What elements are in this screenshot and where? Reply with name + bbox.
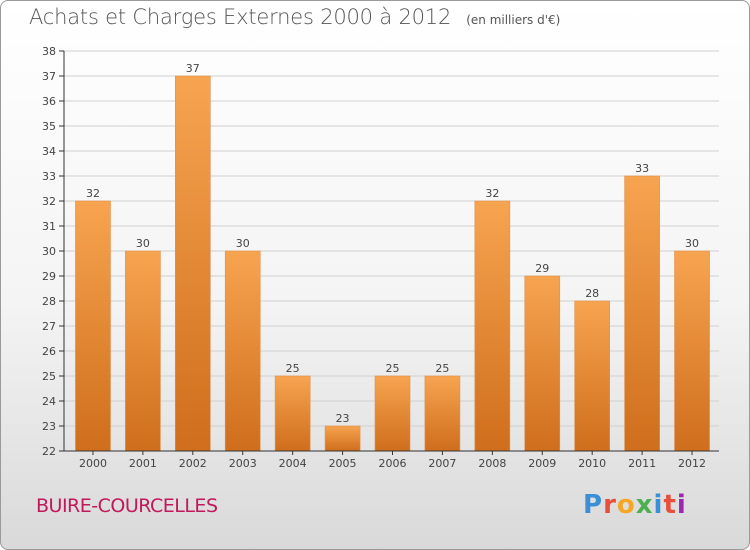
- y-tick-label: 23: [42, 420, 56, 433]
- y-tick-label: 35: [42, 120, 56, 133]
- x-tick-label: 2011: [628, 457, 656, 470]
- axes: 22 23 24 25 26 27 28 29 30 31 32 33 34 35 36 37 38 2000 20…: [42, 45, 719, 470]
- bar-2001: [125, 250, 161, 452]
- logo-letter: t: [663, 490, 677, 520]
- bar-2002: [175, 75, 211, 452]
- y-tick-label: 26: [42, 345, 56, 358]
- data-label: 37: [186, 62, 200, 75]
- x-tick-label: 2006: [379, 457, 407, 470]
- data-label: 30: [136, 237, 150, 250]
- x-tick-label: 2001: [129, 457, 157, 470]
- bar-2007: [424, 375, 461, 452]
- x-tick-label: 2008: [478, 457, 506, 470]
- logo-letter: i: [653, 490, 664, 520]
- y-tick-label: 34: [42, 145, 56, 158]
- data-label: 23: [336, 412, 350, 425]
- logo-letter: i: [676, 490, 687, 520]
- y-tick-label: 29: [42, 270, 56, 283]
- logo-letter: P: [583, 490, 604, 520]
- bar-2009: [524, 275, 561, 452]
- x-tick-label: 2000: [79, 457, 107, 470]
- x-tick-label: 2012: [678, 457, 706, 470]
- data-label: 25: [435, 362, 449, 375]
- data-label: 29: [535, 262, 549, 275]
- x-tick-label: 2003: [229, 457, 257, 470]
- logo-letter: r: [603, 490, 617, 520]
- y-tick-label: 32: [42, 195, 56, 208]
- y-tick-label: 30: [42, 245, 56, 258]
- bar-2004: [274, 375, 311, 452]
- proxiti-logo: Proxiti: [583, 490, 687, 520]
- bar-2011: [624, 175, 660, 452]
- y-tick-label: 37: [42, 70, 56, 83]
- data-label: 25: [386, 362, 400, 375]
- x-tick-label: 2009: [528, 457, 556, 470]
- data-label: 33: [635, 162, 649, 175]
- y-tick-label: 25: [42, 370, 56, 383]
- y-tick-label: 24: [42, 395, 56, 408]
- title-row: Achats et Charges Externes 2000 à 2012 (…: [29, 5, 560, 29]
- bar-2005: [324, 425, 361, 452]
- logo-letter: o: [616, 490, 636, 520]
- y-tick-label: 38: [42, 45, 56, 58]
- data-label: 28: [585, 287, 599, 300]
- x-tick-label: 2005: [329, 457, 357, 470]
- commune-name: BUIRE-COURCELLES: [36, 495, 218, 517]
- x-tick-label: 2010: [578, 457, 606, 470]
- x-tick-label: 2004: [279, 457, 307, 470]
- y-tick-label: 36: [42, 95, 56, 108]
- data-label: 25: [286, 362, 300, 375]
- bar-2008: [474, 200, 511, 452]
- x-tick-label: 2002: [179, 457, 207, 470]
- bar-2012: [674, 250, 710, 452]
- y-tick-label: 33: [42, 170, 56, 183]
- bar-2010: [574, 300, 610, 452]
- data-label: 30: [685, 237, 699, 250]
- y-tick-label: 27: [42, 320, 56, 333]
- bar-2006: [374, 375, 411, 452]
- chart-unit: (en milliers d'€): [466, 13, 561, 27]
- logo-letter: x: [635, 490, 654, 520]
- y-tick-label: 28: [42, 295, 56, 308]
- bars: 32 30 37 30 25 23 25 25 32 29 28 33 30: [75, 62, 710, 452]
- y-tick-label: 22: [42, 445, 56, 458]
- data-label: 32: [485, 187, 499, 200]
- chart-title: Achats et Charges Externes 2000 à 2012: [29, 5, 452, 29]
- y-tick-label: 31: [42, 220, 56, 233]
- bar-2003: [224, 250, 261, 452]
- x-tick-label: 2007: [428, 457, 456, 470]
- bar-2000: [75, 200, 111, 452]
- data-label: 32: [86, 187, 100, 200]
- data-label: 30: [236, 237, 250, 250]
